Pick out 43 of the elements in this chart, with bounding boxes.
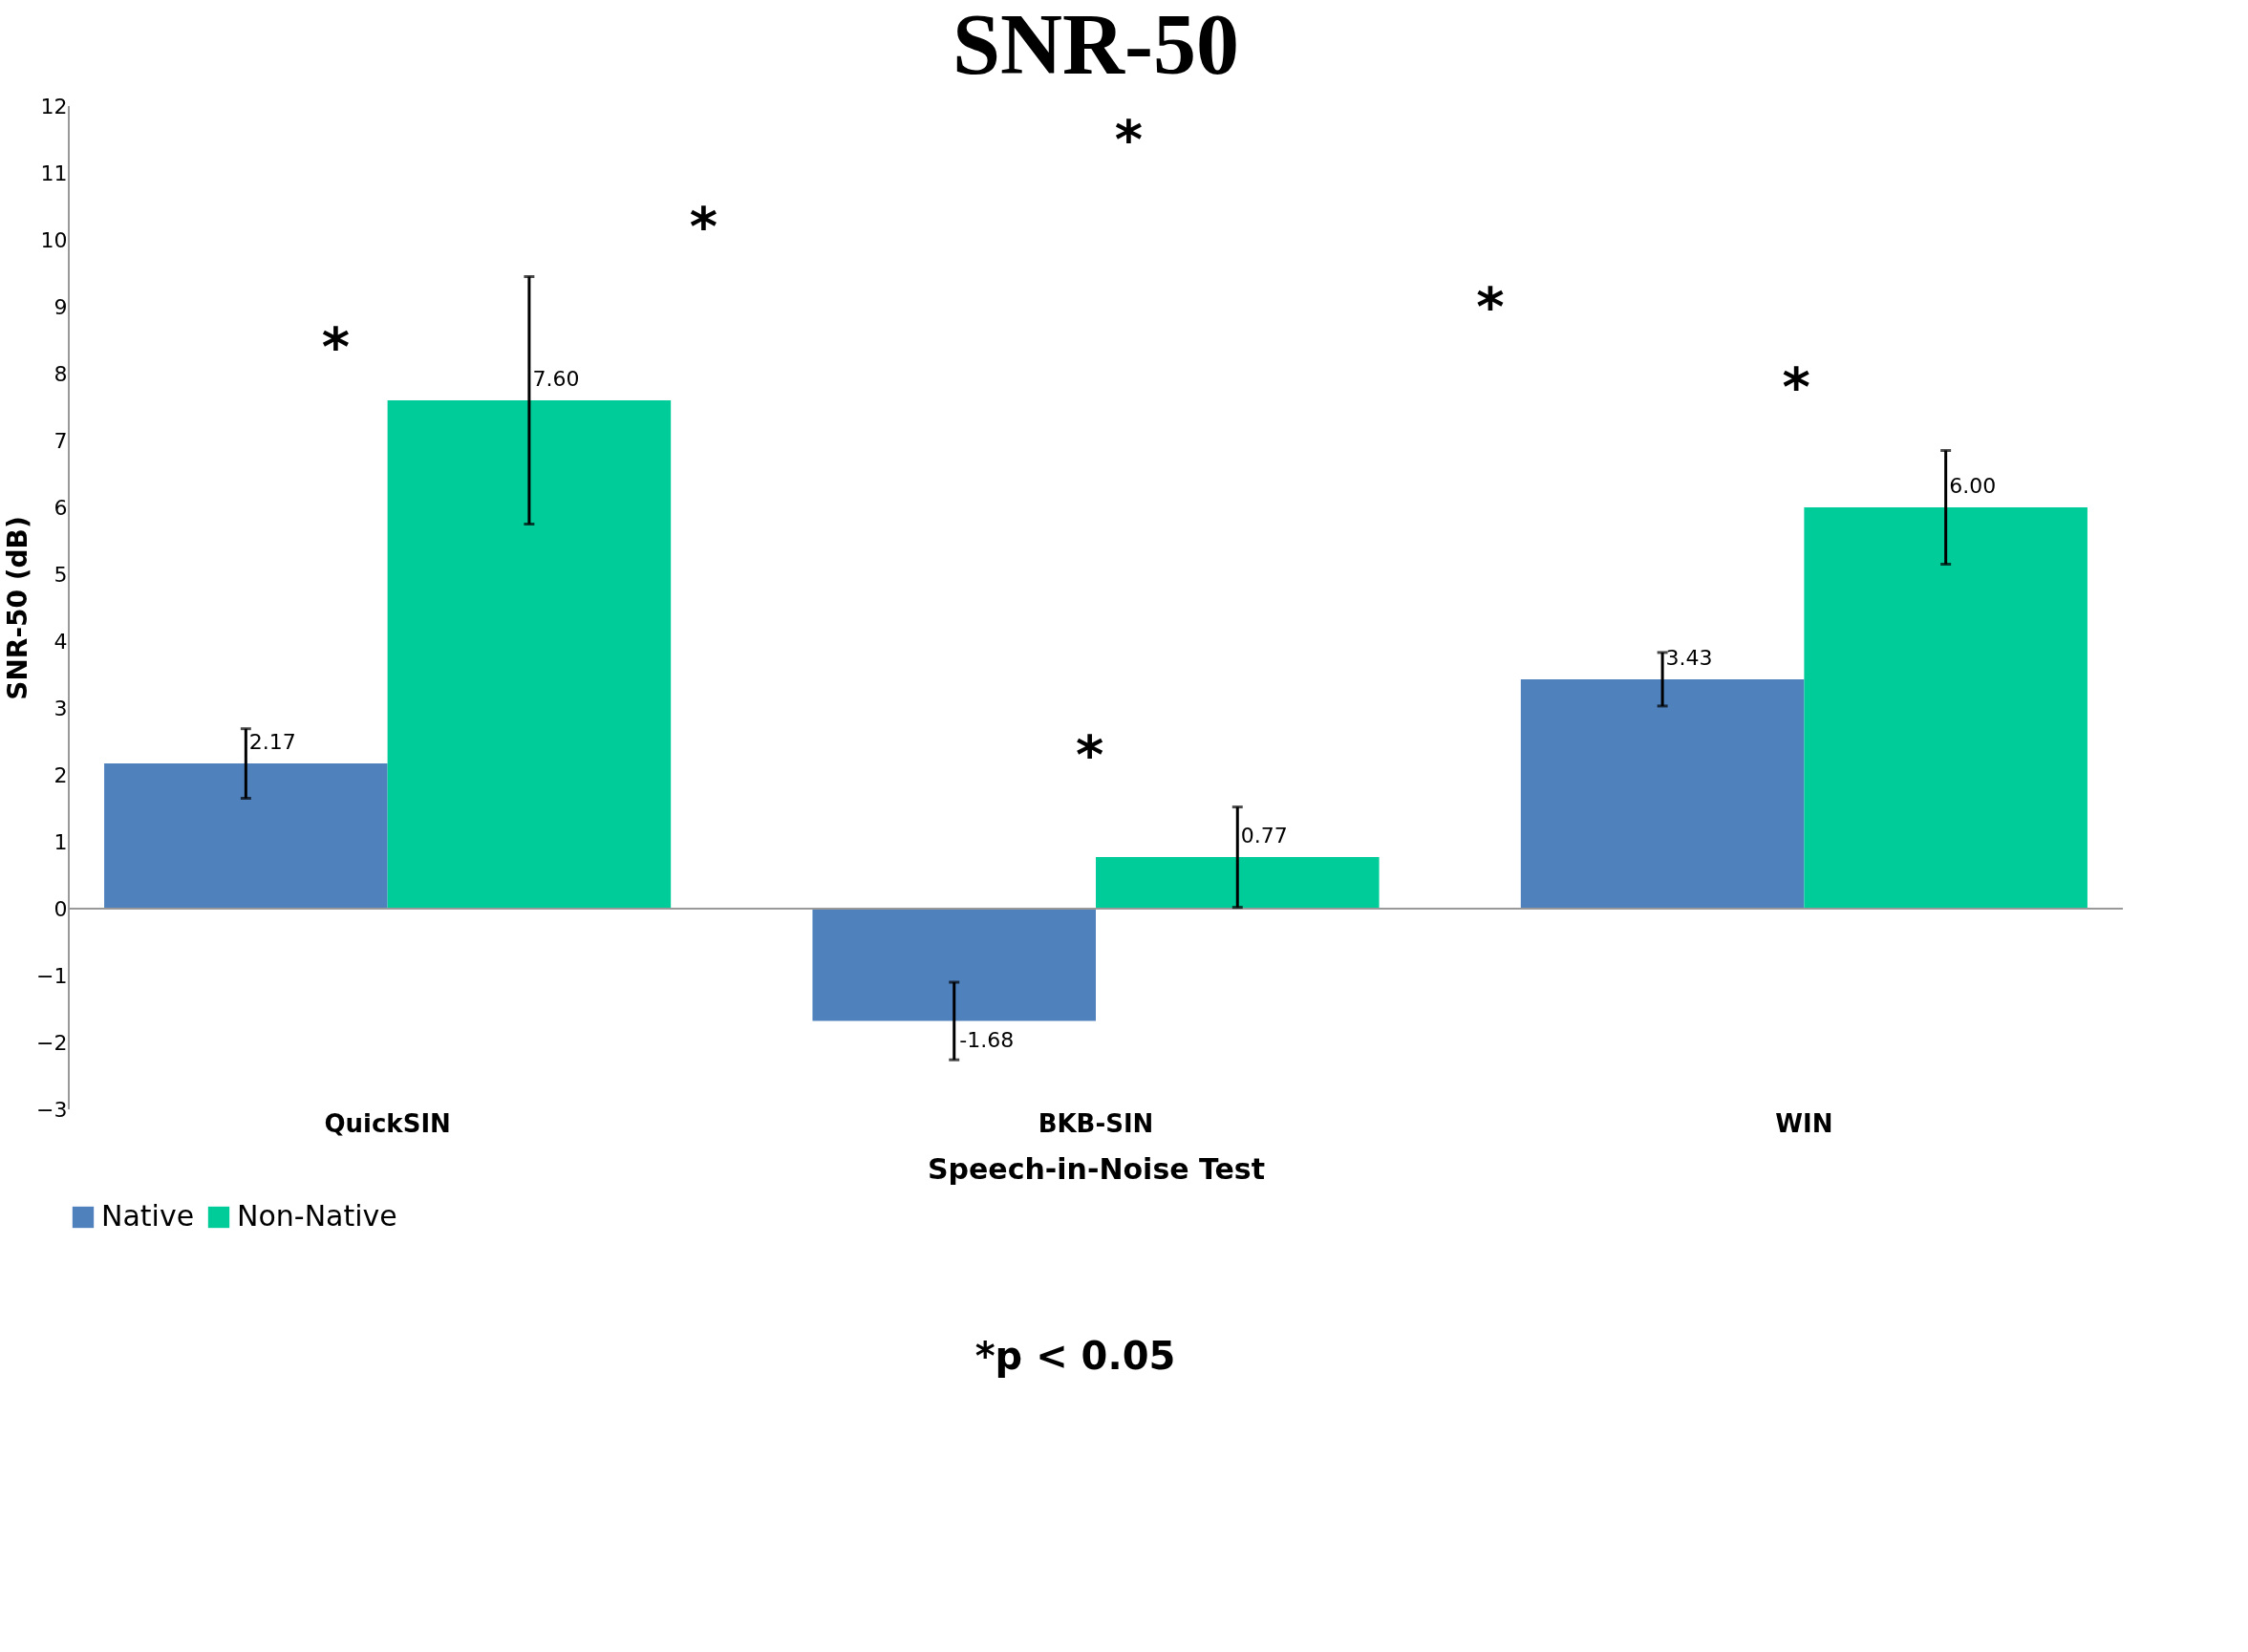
data-label: 6.00	[1949, 474, 1997, 498]
annotation: *	[1114, 108, 1144, 171]
bar	[1096, 857, 1380, 909]
annotation: *	[1782, 354, 1810, 418]
bar	[1520, 678, 1805, 909]
data-label: 2.17	[248, 730, 296, 755]
annotation: *	[321, 314, 351, 377]
data-label: -1.68	[959, 1027, 1015, 1052]
x-tick-label: WIN	[1775, 1108, 1833, 1138]
y-tick-label: 10	[40, 227, 68, 252]
y-tick-label: −2	[36, 1030, 68, 1055]
y-tick-label: 7	[54, 428, 68, 453]
annotation: *	[689, 194, 717, 257]
bar	[104, 763, 388, 909]
y-axis-title: SNR-50 (dB)	[2, 516, 34, 700]
y-tick-label: 5	[54, 562, 68, 587]
y-tick-label: 1	[54, 829, 68, 854]
y-tick-label: 3	[54, 696, 68, 720]
y-tick-label: 0	[54, 896, 68, 921]
x-tick-label: QuickSIN	[324, 1108, 451, 1138]
annotation: *	[1476, 274, 1505, 337]
y-tick-label: 8	[54, 361, 68, 386]
y-tick-label: 9	[54, 294, 68, 319]
data-label: 3.43	[1665, 645, 1713, 670]
y-tick-label: −1	[36, 963, 68, 988]
bar	[387, 400, 672, 909]
legend-label: Non-Native	[237, 1199, 397, 1233]
x-axis-title: Speech-in-Noise Test	[927, 1151, 1266, 1186]
data-label: 7.60	[532, 367, 580, 391]
x-tick-label: BKB-SIN	[1038, 1108, 1154, 1138]
text: *p < 0.05	[974, 1334, 1176, 1378]
data-label: 0.77	[1240, 824, 1288, 848]
y-tick-label: 11	[40, 161, 68, 185]
y-tick-label: 6	[54, 495, 68, 520]
y-tick-label: −3	[36, 1097, 68, 1122]
annotation: *	[1075, 723, 1104, 785]
y-tick-label: 2	[54, 762, 68, 787]
bar	[812, 909, 1096, 1021]
legend-label: Native	[101, 1199, 195, 1233]
chart-title: SNR-50	[952, 0, 1240, 92]
bar	[1804, 507, 2087, 909]
y-tick-label: 12	[40, 94, 68, 118]
y-tick-label: 4	[54, 629, 68, 654]
